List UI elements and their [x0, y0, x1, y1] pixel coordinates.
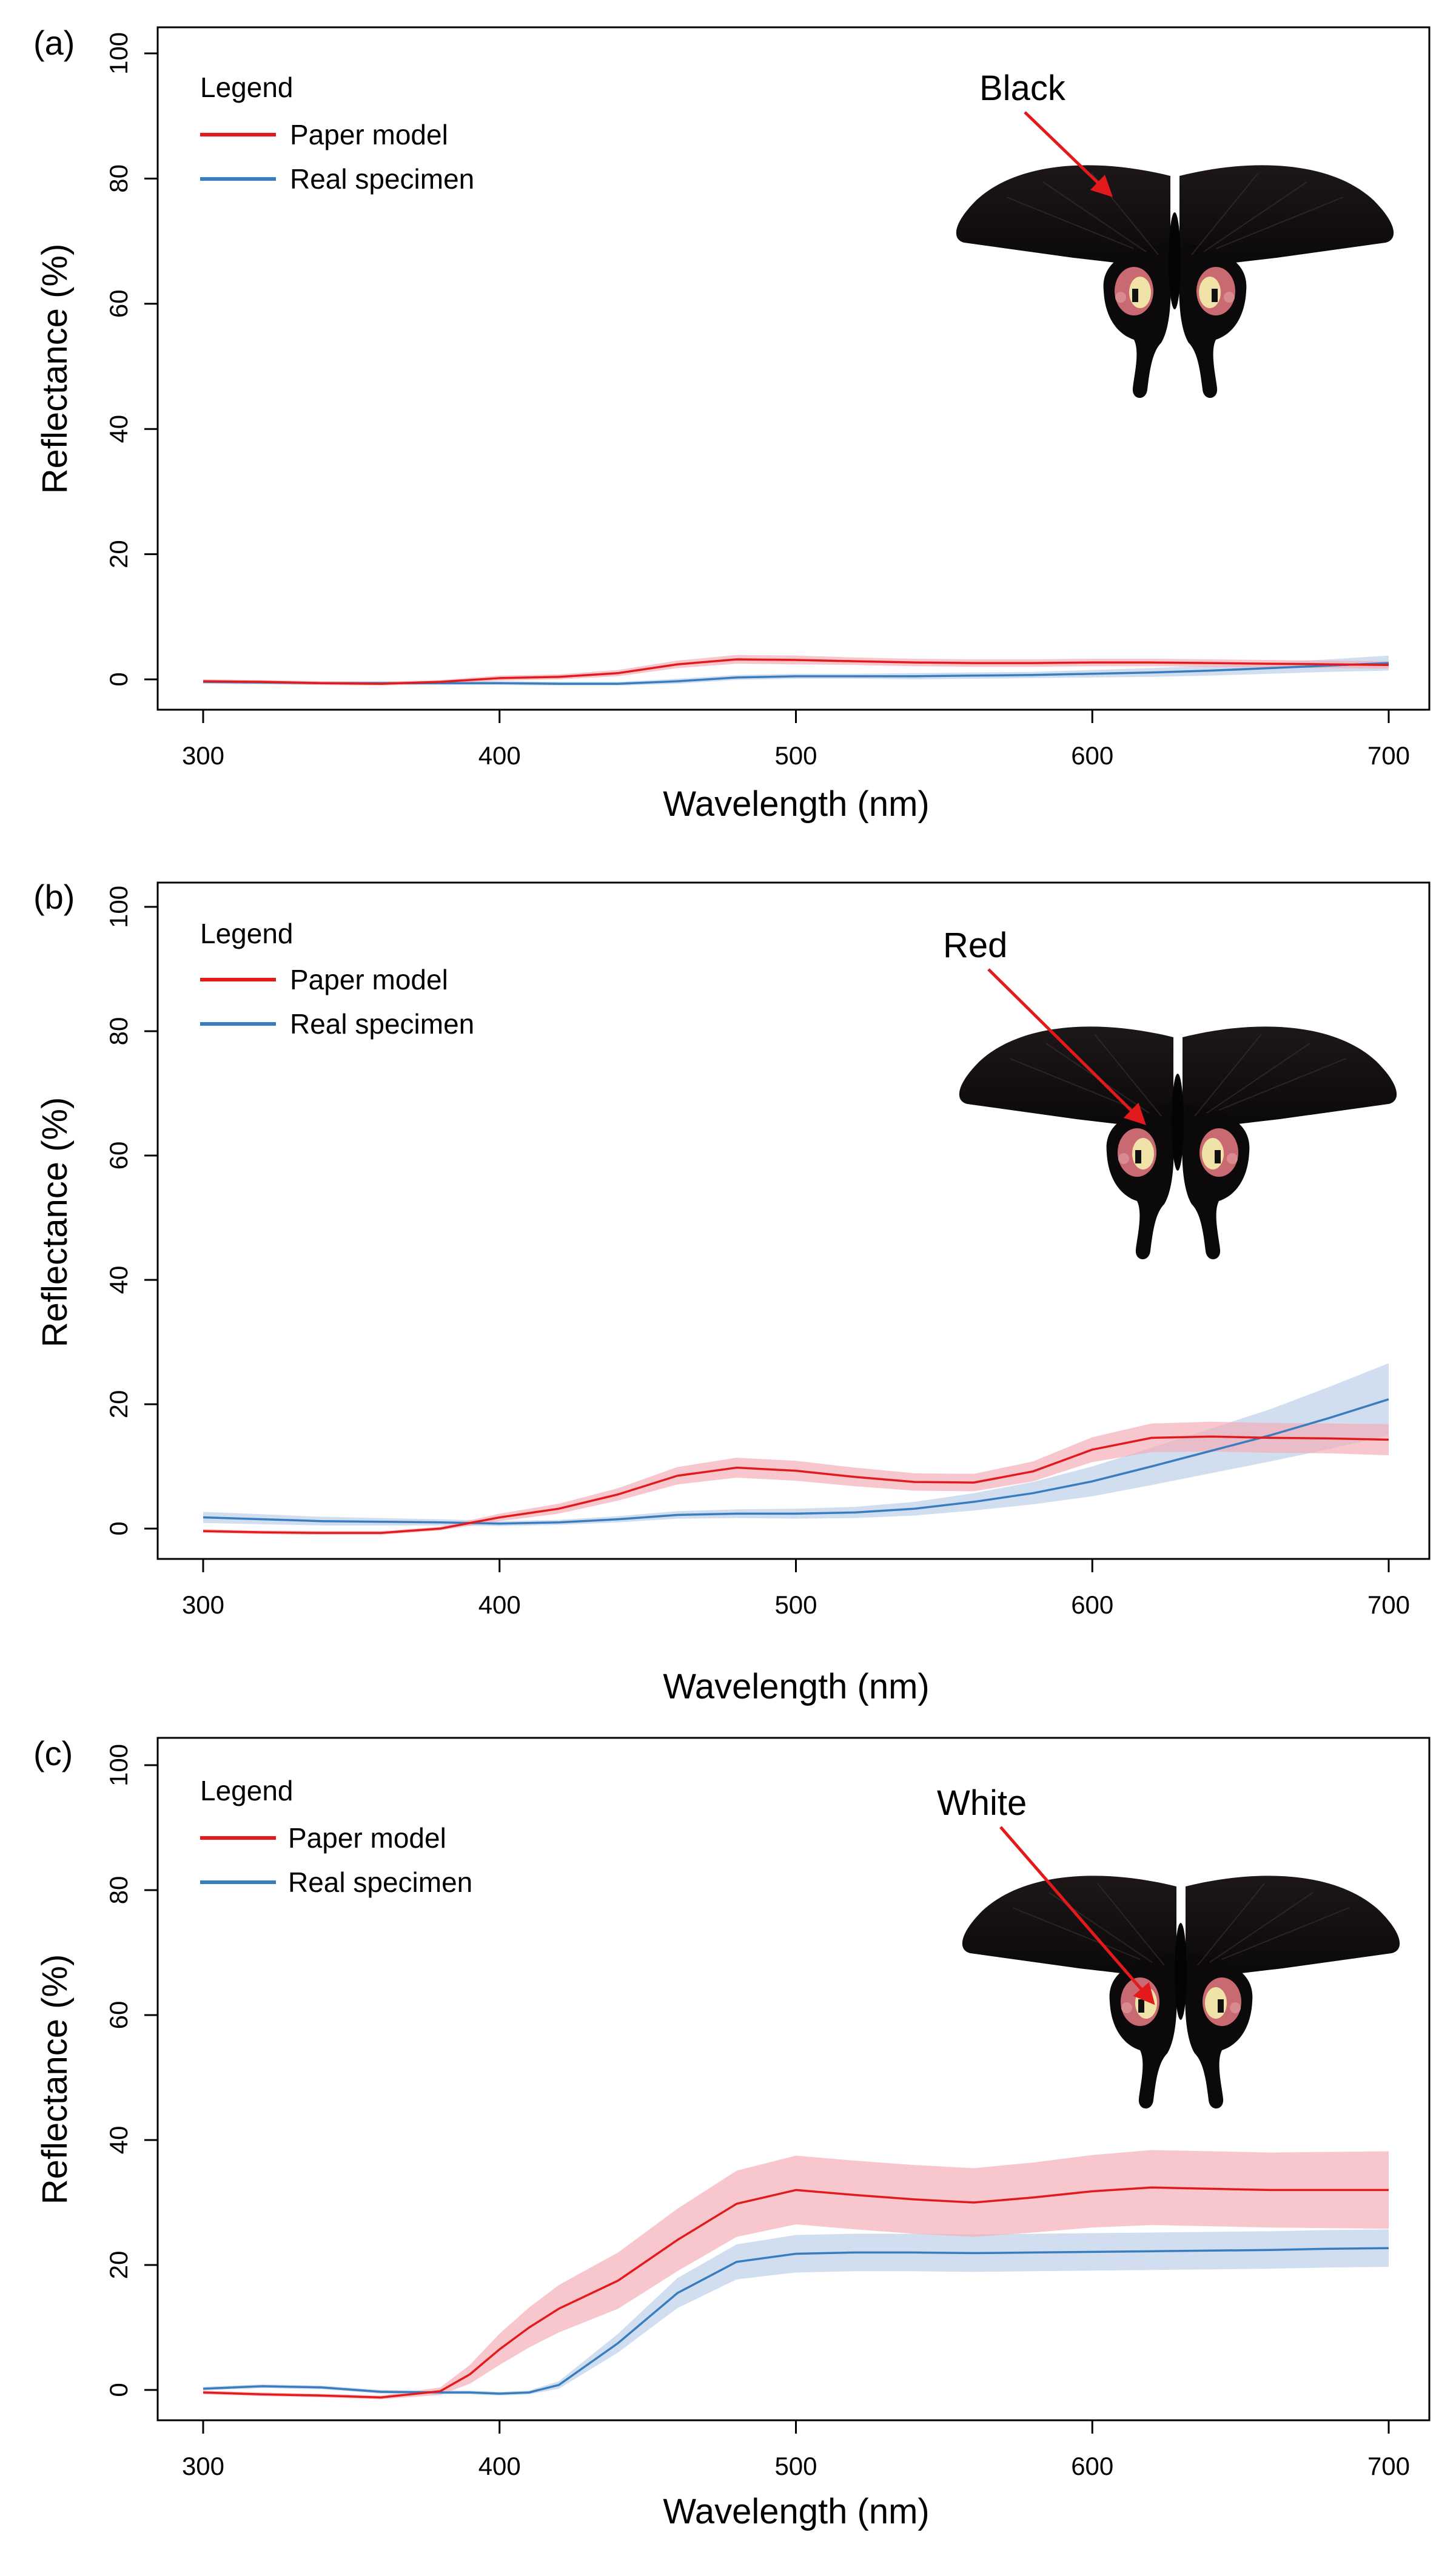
y-tick-label: 80 — [104, 164, 133, 193]
x-tick-label: 400 — [478, 741, 521, 770]
x-ticks-b: 300 400 500 600 700 — [182, 1559, 1410, 1619]
legend-entry-paper-a: Paper model — [290, 119, 448, 150]
butterfly-image-c — [961, 1875, 1401, 2110]
y-tick-label: 100 — [104, 886, 133, 928]
y-tick-label: 60 — [104, 2001, 133, 2030]
x-tick-label: 600 — [1071, 2452, 1113, 2480]
annotation-arrow-c — [999, 1826, 1155, 2005]
panel-label-c: (c) — [33, 1734, 73, 1772]
x-axis-label-c: Wavelength (nm) — [663, 2492, 929, 2531]
legend-entry-real-a: Real specimen — [290, 163, 474, 195]
y-tick-label: 20 — [104, 540, 133, 568]
legend-entry-real-c: Real specimen — [288, 1866, 472, 1898]
x-tick-label: 500 — [774, 2452, 817, 2480]
x-ticks-c: 300 400 500 600 700 — [182, 2420, 1410, 2480]
y-tick-label: 100 — [104, 1744, 133, 1786]
y-axis-label-a: Reflectance (%) — [35, 244, 75, 494]
series-line-real — [203, 1398, 1389, 1525]
legend-title-b: Legend — [200, 918, 294, 949]
band-paper — [203, 2150, 1389, 2400]
y-axis-label-b: Reflectance (%) — [35, 1097, 75, 1348]
y-tick-label: 60 — [104, 289, 133, 318]
plot-frame-a — [156, 26, 1431, 711]
annotation-arrow-a — [1024, 111, 1113, 197]
y-tick-label: 0 — [104, 1521, 133, 1535]
y-tick-label: 40 — [104, 1266, 133, 1294]
bands-b — [203, 1363, 1389, 1535]
lines-a — [203, 658, 1389, 685]
y-axis-label-c: Reflectance (%) — [35, 1954, 75, 2205]
y-tick-label: 80 — [104, 1017, 133, 1046]
x-ticks-a: 300 400 500 600 700 — [182, 710, 1410, 770]
panel-b: (b) 0 20 40 60 80 100 300 400 500 600 700 Reflect… — [33, 878, 1431, 1706]
panel-a: (a) 0 20 40 60 80 100 300 400 500 600 700 Reflect… — [33, 24, 1431, 824]
panel-c: (c) 0 20 40 60 80 100 300 400 500 600 700 Reflect… — [33, 1734, 1431, 2531]
y-tick-label: 60 — [104, 1142, 133, 1170]
y-tick-label: 20 — [104, 1390, 133, 1419]
y-tick-label: 80 — [104, 1876, 133, 1905]
y-tick-label: 40 — [104, 2126, 133, 2155]
x-tick-label: 700 — [1367, 741, 1410, 770]
annotation-b: Red — [943, 926, 1007, 965]
x-tick-label: 500 — [774, 1590, 817, 1619]
x-tick-label: 700 — [1367, 2452, 1410, 2480]
y-tick-label: 40 — [104, 415, 133, 443]
legend-b: Legend Paper model Real specimen — [200, 918, 474, 1040]
y-ticks-a: 0 20 40 60 80 100 — [104, 32, 158, 687]
x-tick-label: 600 — [1071, 1590, 1113, 1619]
lines-c — [203, 2186, 1389, 2399]
panel-label-a: (a) — [33, 24, 75, 62]
legend-title-c: Legend — [200, 1775, 294, 1806]
legend-c: Legend Paper model Real specimen — [200, 1775, 472, 1898]
annotation-c: White — [937, 1783, 1027, 1823]
annotation-a: Black — [979, 69, 1066, 108]
series-line-paper — [203, 658, 1389, 685]
y-ticks-c: 0 20 40 60 80 100 — [104, 1744, 158, 2397]
panel-label-b: (b) — [33, 878, 75, 916]
legend-a: Legend Paper model Real specimen — [200, 72, 474, 195]
y-tick-label: 0 — [104, 672, 133, 686]
y-tick-label: 20 — [104, 2251, 133, 2280]
series-line-paper — [203, 2186, 1389, 2399]
x-tick-label: 300 — [182, 741, 224, 770]
legend-entry-real-b: Real specimen — [290, 1008, 474, 1040]
x-axis-label-a: Wavelength (nm) — [663, 784, 929, 824]
annotation-arrow-b — [987, 968, 1146, 1125]
x-tick-label: 400 — [478, 2452, 521, 2480]
legend-entry-paper-c: Paper model — [288, 1822, 446, 1854]
x-tick-label: 300 — [182, 1590, 224, 1619]
x-axis-label-b: Wavelength (nm) — [663, 1667, 929, 1706]
x-tick-label: 300 — [182, 2452, 224, 2480]
x-tick-label: 700 — [1367, 1590, 1410, 1619]
y-tick-label: 100 — [104, 32, 133, 75]
x-tick-label: 400 — [478, 1590, 521, 1619]
bands-c — [203, 2150, 1389, 2400]
lines-b — [203, 1398, 1389, 1534]
band-real — [203, 2229, 1389, 2396]
butterfly-image-b — [958, 1026, 1398, 1260]
y-tick-label: 0 — [104, 2383, 133, 2397]
y-ticks-b: 0 20 40 60 80 100 — [104, 886, 158, 1536]
x-tick-label: 500 — [774, 741, 817, 770]
legend-entry-paper-b: Paper model — [290, 964, 448, 995]
plot-frame-b — [156, 881, 1431, 1560]
legend-title-a: Legend — [200, 72, 294, 103]
x-tick-label: 600 — [1071, 741, 1113, 770]
band-real — [203, 1363, 1389, 1526]
plot-frame-c — [156, 1737, 1431, 2421]
series-line-paper — [203, 1435, 1389, 1534]
butterfly-image-a — [955, 164, 1395, 399]
